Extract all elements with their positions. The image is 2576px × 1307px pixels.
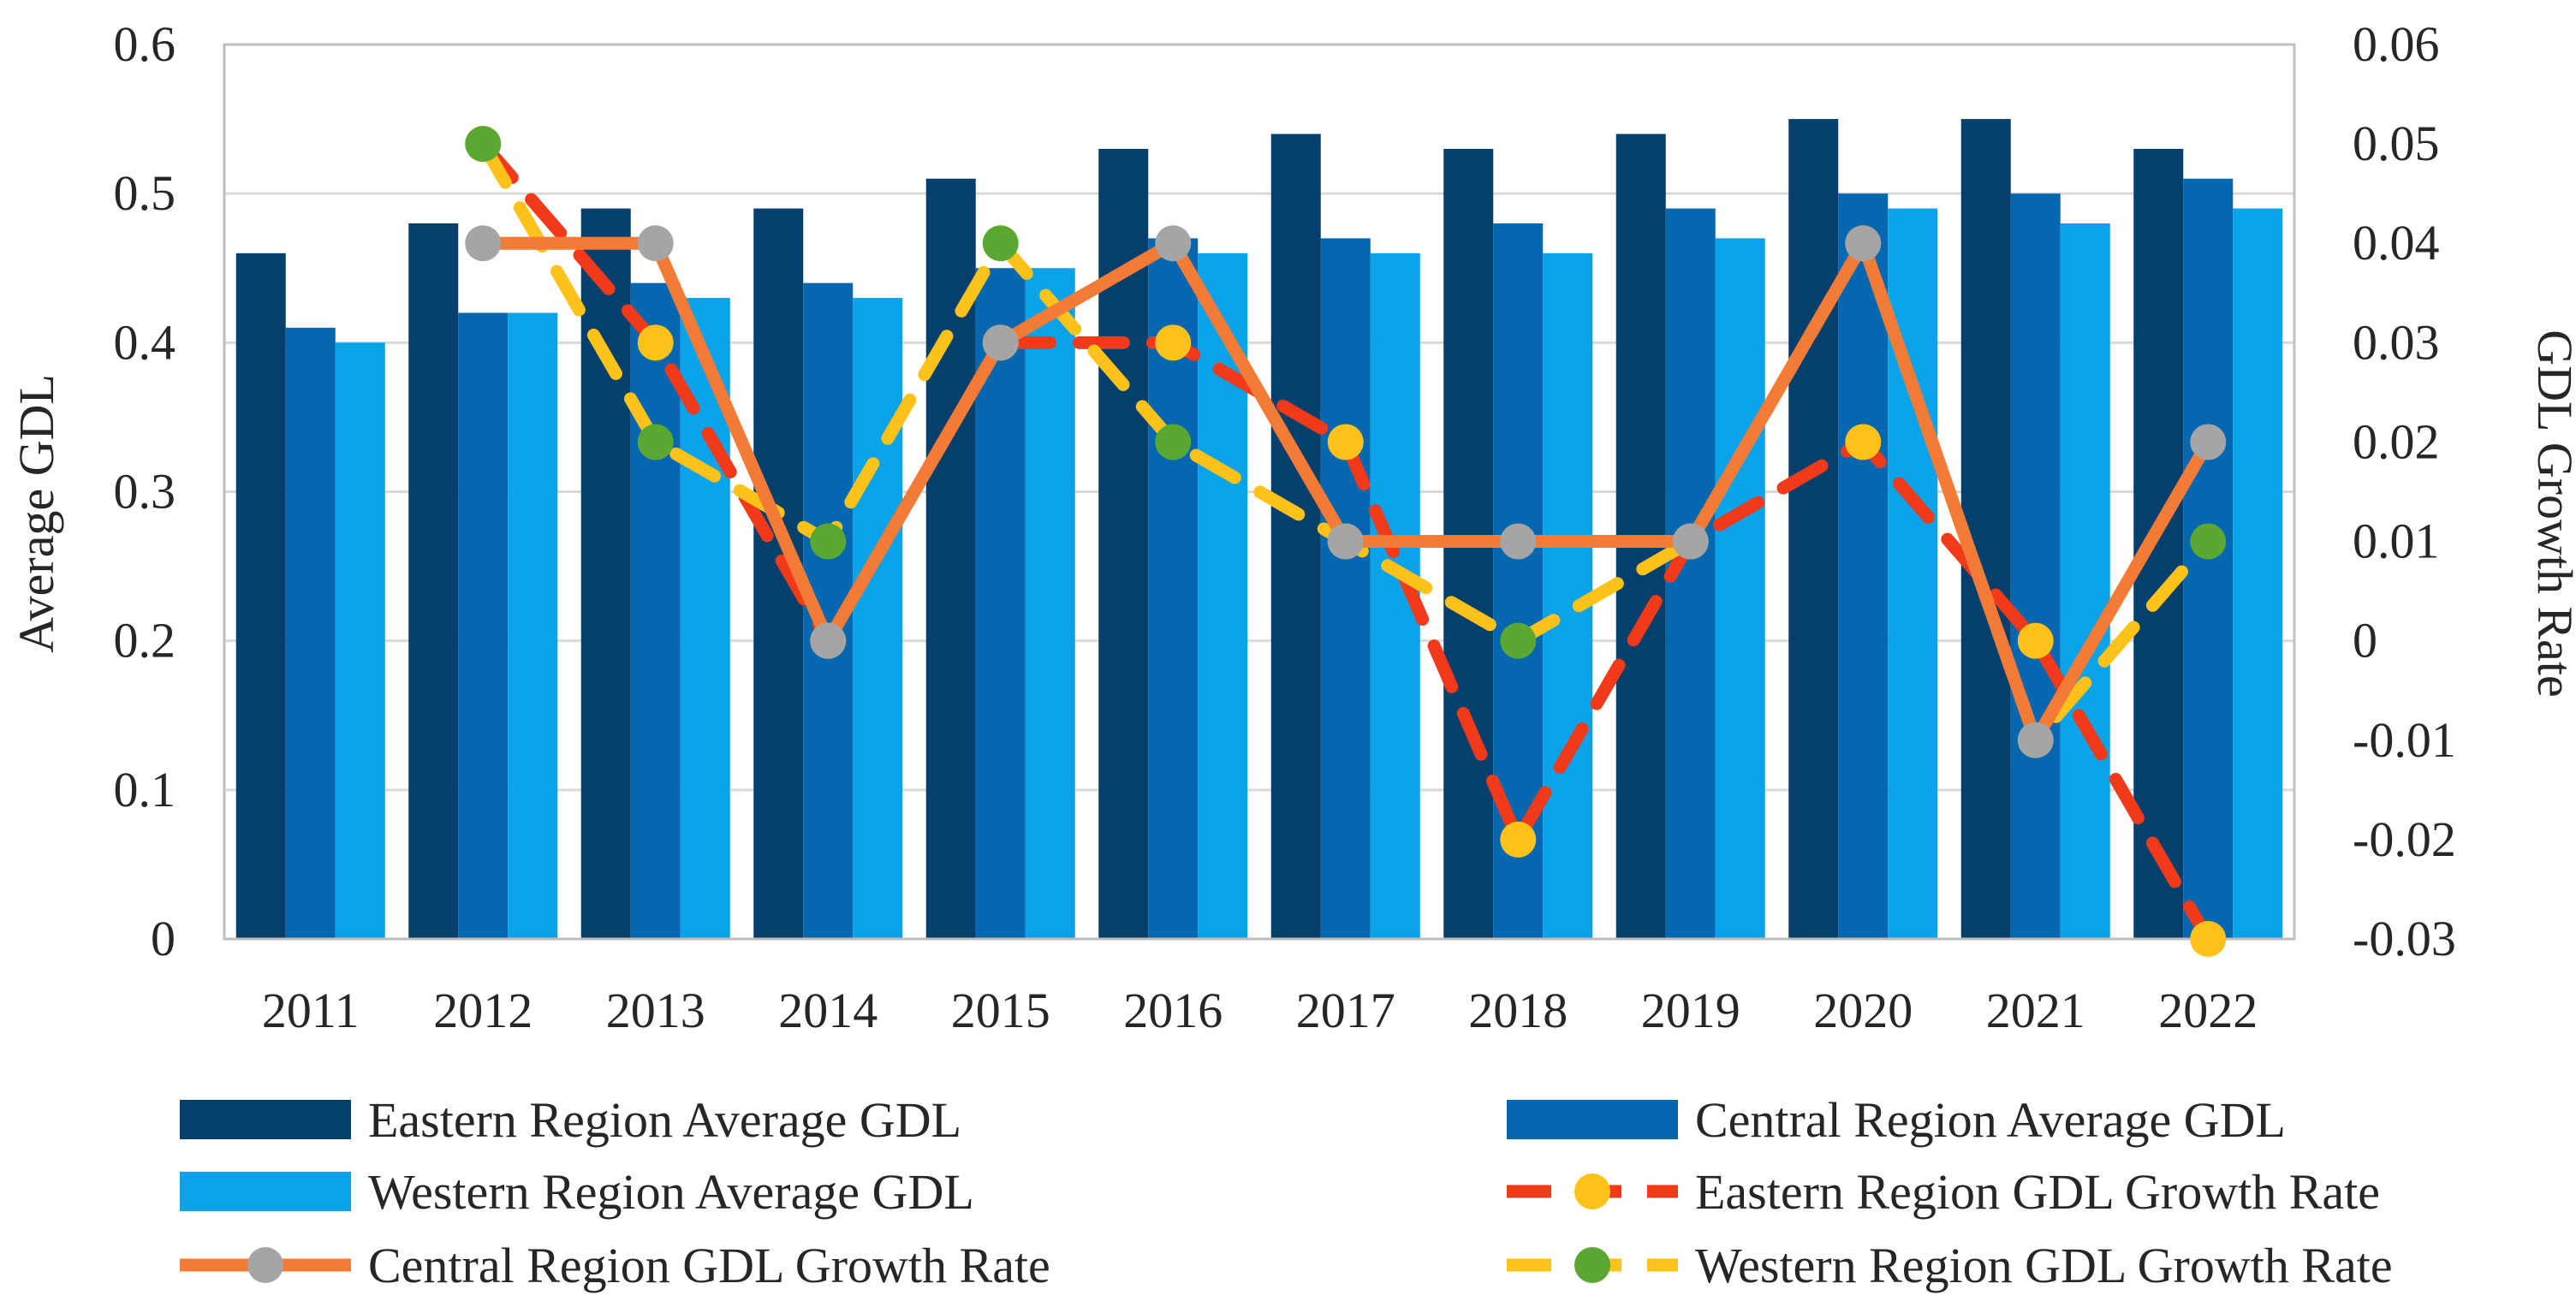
y2-tick-label: 0.02 xyxy=(2353,413,2440,469)
marker-central-2013 xyxy=(637,225,674,262)
bar-western-2015 xyxy=(1025,268,1075,939)
bar-eastern-2021 xyxy=(1960,119,2011,940)
legend-marker-central-region-gdl-growth-rate xyxy=(247,1247,283,1283)
y-tick-label: 0.2 xyxy=(114,613,176,668)
legend-label-eastern-region-gdl-growth-rate: Eastern Region GDL Growth Rate xyxy=(1695,1164,2380,1220)
marker-central-2015 xyxy=(982,324,1019,361)
bar-central-2017 xyxy=(1320,238,1371,940)
marker-central-2022 xyxy=(2190,424,2227,460)
bar-western-2021 xyxy=(2060,223,2110,939)
marker-eastern-2022 xyxy=(2190,921,2227,957)
x-tick-label: 2012 xyxy=(433,983,532,1038)
marker-central-2012 xyxy=(465,225,502,262)
bar-eastern-2011 xyxy=(235,252,286,939)
legend-label-central-region-gdl-growth-rate: Central Region GDL Growth Rate xyxy=(368,1238,1050,1293)
bar-western-2012 xyxy=(508,312,558,939)
marker-western-2013 xyxy=(637,424,674,460)
y-tick-label: 0.1 xyxy=(114,762,176,817)
y-tick-label: 0.3 xyxy=(114,464,176,520)
axes xyxy=(223,43,2296,941)
bar-eastern-2017 xyxy=(1270,134,1321,939)
bar-central-2013 xyxy=(630,282,681,940)
y-tick-label: 0 xyxy=(151,911,176,966)
marker-eastern-2016 xyxy=(1155,324,1192,361)
bars xyxy=(235,119,2283,940)
marker-eastern-2017 xyxy=(1327,424,1364,460)
legend-label-eastern-region-average-gdl: Eastern Region Average GDL xyxy=(368,1092,961,1148)
bar-central-2011 xyxy=(285,327,336,940)
y2-tick-label: 0.01 xyxy=(2353,514,2440,569)
marker-eastern-2020 xyxy=(1845,424,1882,460)
y2-tick-label: -0.02 xyxy=(2353,811,2456,867)
marker-western-2014 xyxy=(810,523,847,560)
marker-central-2018 xyxy=(1500,523,1537,560)
marker-western-2015 xyxy=(982,225,1019,262)
legend-label-western-region-average-gdl: Western Region Average GDL xyxy=(368,1164,974,1220)
bar-western-2014 xyxy=(853,298,903,939)
x-tick-label: 2015 xyxy=(951,983,1050,1038)
marker-central-2020 xyxy=(1845,225,1882,262)
y-tick-label: 0.5 xyxy=(114,165,176,221)
marker-central-2017 xyxy=(1327,523,1364,560)
y2-tick-label: 0 xyxy=(2353,613,2377,668)
marker-eastern-2021 xyxy=(2017,622,2054,659)
y2-tick-label: 0.04 xyxy=(2353,215,2440,270)
y-tick-label: 0.4 xyxy=(114,314,176,370)
legend-swatch-central-region-average-gdl xyxy=(1507,1100,1678,1139)
y-axis-title: Average GDL xyxy=(9,374,64,653)
bar-western-2019 xyxy=(1715,238,1765,940)
legend: Eastern Region Average GDL Central Region… xyxy=(180,1092,2393,1293)
marker-central-2021 xyxy=(2017,722,2054,758)
legend-marker-eastern-region-gdl-growth-rate xyxy=(1574,1173,1610,1209)
x-tick-label: 2019 xyxy=(1641,983,1740,1038)
bar-central-2020 xyxy=(1838,193,1889,939)
marker-eastern-2013 xyxy=(637,324,674,361)
x-tick-label: 2021 xyxy=(1986,983,2085,1038)
bar-eastern-2012 xyxy=(408,223,459,939)
marker-eastern-2018 xyxy=(1500,821,1537,858)
legend-label-western-region-gdl-growth-rate: Western Region GDL Growth Rate xyxy=(1695,1238,2393,1293)
marker-western-2018 xyxy=(1500,622,1537,659)
marker-western-2012 xyxy=(465,126,502,163)
marker-western-2016 xyxy=(1155,424,1192,460)
legend-marker-western-region-gdl-growth-rate xyxy=(1574,1247,1610,1283)
bar-western-2022 xyxy=(2233,208,2283,940)
x-tick-label: 2022 xyxy=(2158,983,2258,1038)
bar-central-2021 xyxy=(2010,193,2061,939)
x-tick-label: 2013 xyxy=(606,983,705,1038)
x-tick-label: 2020 xyxy=(1813,983,1913,1038)
y2-tick-label: 0.03 xyxy=(2353,314,2440,370)
y-tick-label: 0.6 xyxy=(114,16,176,72)
y2-axis-title: GDL Growth Rate xyxy=(2527,330,2576,698)
legend-swatch-eastern-region-average-gdl xyxy=(180,1100,351,1139)
x-tick-label: 2011 xyxy=(262,983,360,1038)
bar-central-2012 xyxy=(458,312,509,939)
x-tick-label: 2017 xyxy=(1296,983,1395,1038)
y2-tick-label: 0.06 xyxy=(2353,16,2440,72)
y2-tick-label: -0.03 xyxy=(2353,911,2456,966)
marker-central-2014 xyxy=(810,622,847,659)
x-tick-label: 2014 xyxy=(778,983,878,1038)
bar-eastern-2013 xyxy=(580,208,631,940)
marker-central-2016 xyxy=(1155,225,1192,262)
x-tick-label: 2016 xyxy=(1123,983,1223,1038)
tick-labels: 0 0.1 0.2 0.3 0.4 0.5 0.6 -0.03 -0.02 -0.01 0 0.01 0… xyxy=(114,16,2456,1038)
y2-tick-label: -0.01 xyxy=(2353,712,2456,768)
legend-label-central-region-average-gdl: Central Region Average GDL xyxy=(1695,1092,2286,1148)
bar-western-2011 xyxy=(335,342,385,939)
marker-western-2022 xyxy=(2190,523,2227,560)
bar-eastern-2020 xyxy=(1788,119,1839,940)
legend-swatch-western-region-average-gdl xyxy=(180,1172,351,1211)
marker-central-2019 xyxy=(1672,523,1709,560)
x-tick-label: 2018 xyxy=(1468,983,1568,1038)
y2-tick-label: 0.05 xyxy=(2353,116,2440,171)
growth-lines xyxy=(465,126,2227,957)
